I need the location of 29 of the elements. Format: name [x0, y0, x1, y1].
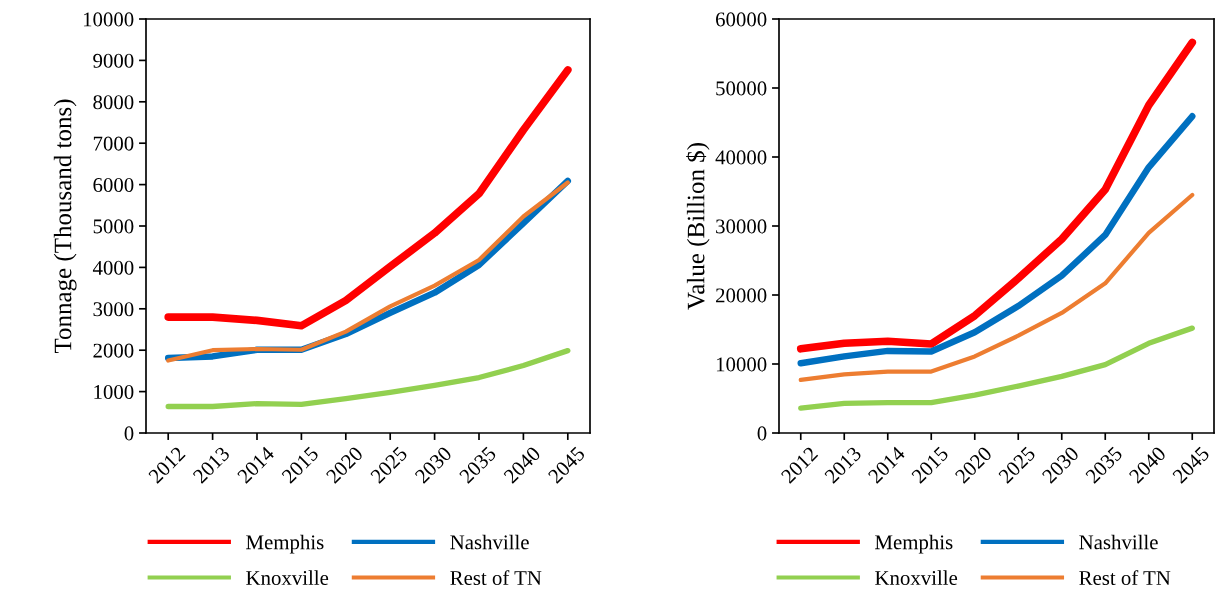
- y-tick-label: 9000: [93, 53, 134, 68]
- y-tick-label: 10000: [716, 357, 767, 372]
- y-tick-label: 20000: [716, 288, 767, 303]
- y-tick-label: 4000: [92, 260, 134, 275]
- y-tick-label: 40000: [715, 150, 767, 165]
- y-tick-label: 1000: [94, 384, 134, 400]
- y-tick-label: 60000: [716, 12, 767, 27]
- y-tick-label: 50000: [716, 81, 767, 96]
- legend-label: Memphis: [246, 534, 324, 554]
- y-axis-title: Value (Billion $): [686, 143, 710, 310]
- y-axis-title: Tonnage (Thousand tons): [53, 99, 77, 354]
- legend-label: Rest of TN: [450, 570, 542, 586]
- legend-label: Nashville: [1079, 534, 1158, 550]
- legend-label: Memphis: [875, 534, 953, 554]
- line-series: [798, 192, 1195, 382]
- y-tick-label: 7000: [93, 136, 134, 151]
- y-tick-label: 5000: [93, 219, 134, 234]
- y-tick-label: 0: [757, 426, 767, 441]
- y-tick-label: 10000: [83, 12, 134, 27]
- y-tick-label: 8000: [93, 95, 134, 110]
- y-tick-label: 2000: [93, 343, 134, 358]
- y-tick-label: 0: [124, 426, 134, 441]
- legend-label: Rest of TN: [1079, 570, 1171, 586]
- y-tick-label: 30000: [716, 219, 767, 234]
- y-tick-label: 6000: [93, 177, 134, 193]
- legend-label: Knoxville: [875, 570, 958, 586]
- legend-label: Knoxville: [246, 570, 329, 586]
- y-tick-label: 3000: [93, 302, 134, 317]
- legend-label: Nashville: [450, 534, 529, 550]
